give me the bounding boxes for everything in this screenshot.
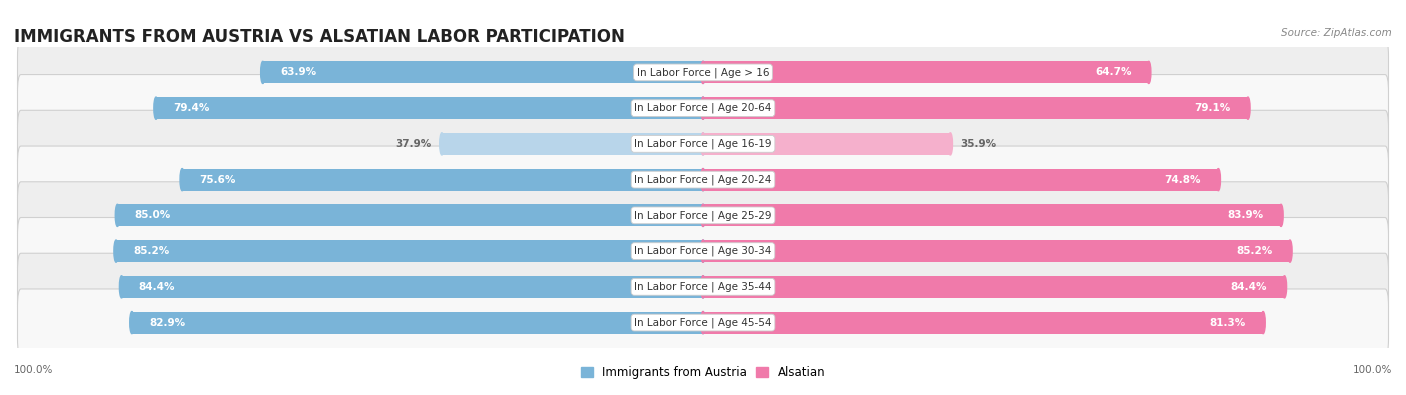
- Circle shape: [700, 276, 706, 298]
- Bar: [703, 276, 1285, 298]
- Circle shape: [129, 312, 134, 334]
- Text: 84.4%: 84.4%: [139, 282, 176, 292]
- Bar: [703, 97, 1249, 119]
- Text: 85.2%: 85.2%: [134, 246, 170, 256]
- Text: 100.0%: 100.0%: [14, 365, 53, 375]
- Text: In Labor Force | Age 30-34: In Labor Force | Age 30-34: [634, 246, 772, 256]
- Bar: [132, 312, 703, 334]
- FancyBboxPatch shape: [17, 146, 1389, 213]
- Text: In Labor Force | Age 20-24: In Labor Force | Age 20-24: [634, 174, 772, 185]
- Circle shape: [700, 61, 706, 83]
- Text: 37.9%: 37.9%: [395, 139, 432, 149]
- Text: In Labor Force | Age > 16: In Labor Force | Age > 16: [637, 67, 769, 78]
- Bar: [117, 204, 703, 226]
- Bar: [703, 240, 1289, 262]
- Bar: [156, 97, 703, 119]
- Text: In Labor Force | Age 35-44: In Labor Force | Age 35-44: [634, 282, 772, 292]
- Bar: [263, 61, 703, 83]
- Circle shape: [700, 204, 706, 226]
- Bar: [703, 312, 1263, 334]
- FancyBboxPatch shape: [17, 182, 1389, 249]
- Circle shape: [115, 204, 120, 226]
- Circle shape: [260, 61, 264, 83]
- Legend: Immigrants from Austria, Alsatian: Immigrants from Austria, Alsatian: [576, 361, 830, 384]
- Bar: [117, 240, 703, 262]
- Text: Source: ZipAtlas.com: Source: ZipAtlas.com: [1281, 28, 1392, 38]
- Circle shape: [700, 169, 706, 191]
- Circle shape: [948, 133, 952, 155]
- Circle shape: [440, 133, 444, 155]
- Circle shape: [1282, 276, 1286, 298]
- Circle shape: [180, 169, 184, 191]
- Bar: [703, 133, 950, 155]
- FancyBboxPatch shape: [17, 218, 1389, 285]
- Circle shape: [1288, 240, 1292, 262]
- Text: In Labor Force | Age 16-19: In Labor Force | Age 16-19: [634, 139, 772, 149]
- Circle shape: [1279, 204, 1284, 226]
- Bar: [183, 169, 703, 191]
- Circle shape: [700, 204, 706, 226]
- Circle shape: [700, 312, 706, 334]
- Text: 83.9%: 83.9%: [1227, 211, 1264, 220]
- Text: 82.9%: 82.9%: [149, 318, 186, 327]
- Circle shape: [153, 97, 157, 119]
- Circle shape: [700, 240, 706, 262]
- Circle shape: [700, 133, 706, 155]
- Text: 100.0%: 100.0%: [1353, 365, 1392, 375]
- Circle shape: [700, 240, 706, 262]
- Text: 85.2%: 85.2%: [1236, 246, 1272, 256]
- Text: 64.7%: 64.7%: [1095, 68, 1132, 77]
- Circle shape: [700, 276, 706, 298]
- Circle shape: [700, 312, 706, 334]
- FancyBboxPatch shape: [17, 75, 1389, 142]
- Bar: [121, 276, 703, 298]
- Text: 74.8%: 74.8%: [1164, 175, 1201, 184]
- Circle shape: [700, 169, 706, 191]
- Circle shape: [120, 276, 124, 298]
- FancyBboxPatch shape: [17, 39, 1389, 106]
- Circle shape: [1147, 61, 1152, 83]
- Text: 79.1%: 79.1%: [1195, 103, 1230, 113]
- Circle shape: [700, 97, 706, 119]
- Text: 35.9%: 35.9%: [960, 139, 997, 149]
- FancyBboxPatch shape: [17, 110, 1389, 177]
- Text: In Labor Force | Age 20-64: In Labor Force | Age 20-64: [634, 103, 772, 113]
- Text: 84.4%: 84.4%: [1230, 282, 1267, 292]
- Text: 63.9%: 63.9%: [280, 68, 316, 77]
- Text: In Labor Force | Age 45-54: In Labor Force | Age 45-54: [634, 317, 772, 328]
- Text: 81.3%: 81.3%: [1209, 318, 1246, 327]
- Circle shape: [700, 61, 706, 83]
- Text: 85.0%: 85.0%: [135, 211, 172, 220]
- Bar: [441, 133, 703, 155]
- Bar: [703, 204, 1281, 226]
- Circle shape: [1261, 312, 1265, 334]
- Bar: [703, 61, 1149, 83]
- Circle shape: [700, 133, 706, 155]
- Text: 79.4%: 79.4%: [173, 103, 209, 113]
- Text: In Labor Force | Age 25-29: In Labor Force | Age 25-29: [634, 210, 772, 221]
- Circle shape: [1246, 97, 1250, 119]
- Circle shape: [1216, 169, 1220, 191]
- FancyBboxPatch shape: [17, 289, 1389, 356]
- Circle shape: [700, 97, 706, 119]
- FancyBboxPatch shape: [17, 253, 1389, 320]
- Text: 75.6%: 75.6%: [200, 175, 236, 184]
- Bar: [703, 169, 1219, 191]
- Circle shape: [114, 240, 118, 262]
- Text: IMMIGRANTS FROM AUSTRIA VS ALSATIAN LABOR PARTICIPATION: IMMIGRANTS FROM AUSTRIA VS ALSATIAN LABO…: [14, 28, 624, 46]
